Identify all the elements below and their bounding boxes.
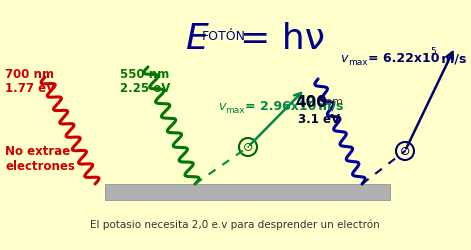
Text: max: max xyxy=(348,58,368,67)
Text: = 6.22x10: = 6.22x10 xyxy=(368,52,439,65)
Text: 3.1 eV: 3.1 eV xyxy=(298,112,340,126)
Text: FOTÓN: FOTÓN xyxy=(202,30,246,43)
Text: ⊙: ⊙ xyxy=(400,145,410,158)
Text: v: v xyxy=(218,100,226,112)
Text: 700 nm: 700 nm xyxy=(5,68,54,81)
Text: 1.77 eV: 1.77 eV xyxy=(5,82,55,94)
Text: m/s: m/s xyxy=(314,100,343,112)
Text: No extrae
electrones: No extrae electrones xyxy=(5,144,75,172)
Text: E: E xyxy=(185,22,208,56)
Text: m/s: m/s xyxy=(437,52,466,65)
Text: = hν: = hν xyxy=(240,22,325,56)
Text: 5: 5 xyxy=(430,47,436,56)
Text: 2.25 eV: 2.25 eV xyxy=(120,82,171,94)
FancyBboxPatch shape xyxy=(105,184,390,200)
Text: v: v xyxy=(340,52,348,65)
Text: 5: 5 xyxy=(307,94,313,104)
Text: 550 nm: 550 nm xyxy=(120,68,169,81)
Text: ⊙: ⊙ xyxy=(243,141,253,154)
Text: = 2.96x10: = 2.96x10 xyxy=(245,100,317,112)
Text: 400: 400 xyxy=(295,94,327,110)
Text: nm: nm xyxy=(325,96,343,106)
Text: max: max xyxy=(225,106,244,114)
Text: El potasio necesita 2,0 e.v para desprender un electrón: El potasio necesita 2,0 e.v para despren… xyxy=(90,219,380,230)
